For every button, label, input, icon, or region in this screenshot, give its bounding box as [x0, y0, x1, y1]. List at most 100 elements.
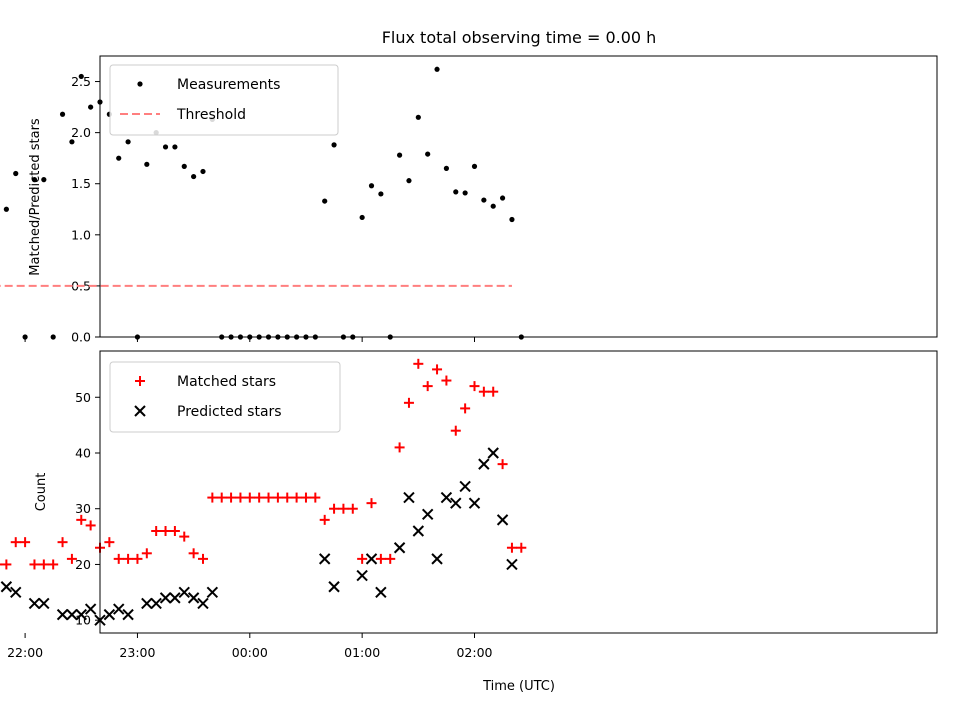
matched-star-point	[441, 375, 452, 386]
matched-star-point	[169, 526, 180, 537]
matched-star-point	[310, 492, 321, 503]
measurement-point	[78, 73, 84, 80]
measurement-point	[162, 144, 169, 150]
predicted-star-point-b	[412, 525, 425, 537]
predicted-star-point	[356, 569, 368, 582]
predicted-star-point	[506, 558, 518, 571]
measurement-point	[50, 334, 56, 340]
predicted-star-point	[459, 480, 471, 493]
predicted-star-point-b	[178, 586, 190, 599]
count-y-axis-label: Count	[34, 473, 49, 512]
count-y-tick-label: 30	[75, 501, 91, 516]
measurement-point	[406, 178, 412, 184]
predicted-star-point	[150, 597, 162, 610]
matched-star-point	[338, 503, 349, 514]
predicted-star-point-b	[66, 608, 78, 621]
matched-star-point	[20, 537, 31, 548]
matched-star-point	[413, 358, 424, 369]
count-y-tick-label: 50	[75, 390, 91, 405]
measurement-point	[191, 173, 197, 180]
predicted-star-point-b	[206, 586, 219, 599]
predicted-star-point	[159, 592, 172, 604]
matched-star-point	[357, 553, 368, 564]
predicted-star-point-b	[150, 597, 162, 610]
matched-star-point	[291, 492, 302, 503]
count-plot: 102030405021:0022:0023:0000:0001:0002:00…	[0, 350, 938, 694]
predicted-star-point-b	[0, 581, 13, 593]
ratio-y-tick-label: 0.0	[71, 330, 91, 345]
predicted-star-point-b	[103, 608, 116, 621]
matched-star-point	[282, 492, 293, 503]
matched-star-point	[85, 520, 96, 531]
predicted-star-point	[10, 586, 22, 599]
predicted-star-point	[393, 542, 406, 554]
predicted-star-point-b	[38, 597, 50, 610]
matched-star-point	[516, 542, 527, 553]
predicted-star-point	[178, 586, 190, 599]
measurement-point	[69, 139, 75, 145]
matched-star-point	[160, 526, 171, 537]
matched-star-point	[66, 553, 77, 564]
chart-title: Flux total observing time = 0.00 h	[382, 28, 657, 47]
matched-star-point	[179, 531, 190, 542]
predicted-star-point-b	[431, 553, 443, 565]
predicted-star-point	[487, 447, 499, 459]
predicted-star-point-b	[365, 553, 378, 565]
predicted-star-point	[328, 581, 340, 593]
predicted-star-point-b	[506, 558, 518, 571]
predicted-star-point	[365, 553, 378, 565]
measurement-point	[200, 168, 206, 175]
predicted-star-point	[375, 586, 387, 599]
measurement-point	[378, 191, 384, 197]
matched-star-point	[57, 537, 68, 548]
count-legend-swatch	[135, 376, 145, 386]
predicted-star-point	[496, 514, 509, 526]
measurement-point	[499, 195, 506, 201]
matched-star-point	[460, 403, 471, 414]
ratio-y-tick-label: 2.0	[71, 125, 91, 140]
matched-star-point	[300, 492, 311, 503]
predicted-star-point	[478, 458, 490, 470]
measurement-point	[31, 177, 38, 183]
predicted-star-point-b	[440, 491, 453, 504]
measurement-point	[509, 216, 515, 223]
ratio-plot-ticks: 0.00.51.01.52.02.5	[24, 74, 475, 345]
measurement-point	[3, 206, 9, 212]
matched-star-point	[10, 537, 21, 548]
predicted-star-point	[421, 508, 434, 520]
count-y-tick-label: 40	[75, 445, 91, 460]
measurement-point	[172, 144, 178, 150]
ratio-y-tick-label: 2.5	[71, 74, 91, 89]
predicted-star-point-b	[75, 608, 87, 621]
count-legend-label: Matched stars	[177, 374, 276, 390]
count-x-tick-label: 01:00	[344, 645, 380, 660]
predicted-star-point-b	[478, 458, 490, 470]
count-x-tick-label: 22:00	[7, 645, 43, 660]
count-y-tick-label: 10	[75, 613, 91, 628]
matched-star-point	[385, 553, 396, 564]
predicted-star-point	[75, 608, 87, 621]
matched-star-point	[151, 526, 162, 537]
measurement-point	[116, 155, 122, 161]
measurement-point	[415, 114, 421, 120]
matched-star-point	[347, 503, 358, 514]
predicted-star-point-b	[169, 592, 181, 604]
ratio-legend-label: Threshold	[176, 107, 246, 123]
measurement-point	[41, 177, 47, 183]
count-legend: Matched stars Predicted stars	[109, 361, 341, 433]
predicted-star-point	[206, 586, 219, 599]
measurement-point	[125, 139, 131, 145]
measurement-point	[368, 183, 375, 189]
measurement-point	[490, 203, 496, 209]
predicted-star-point	[66, 608, 78, 621]
matched-star-point	[450, 425, 461, 436]
predicted-star-point	[187, 592, 200, 604]
matched-star-point	[244, 492, 255, 503]
ratio-y-tick-label: 1.5	[71, 176, 91, 191]
count-x-tick-label: 00:00	[232, 645, 268, 660]
matched-star-point	[76, 514, 87, 525]
predicted-star-point	[318, 553, 331, 565]
matched-star-point	[132, 553, 143, 564]
